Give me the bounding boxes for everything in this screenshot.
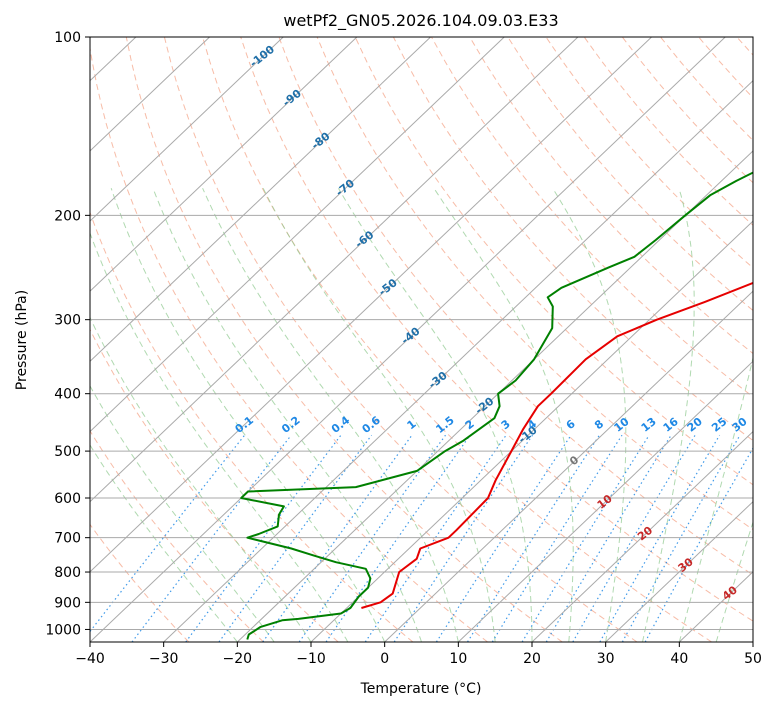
x-tick-label: −20 xyxy=(223,651,253,667)
isotherm-line xyxy=(163,80,753,642)
axes: −40 −30 −20 −10 0 10 20 30 40 50 100 200 300 400 500 60… xyxy=(45,30,762,667)
isotherm-line xyxy=(310,220,753,642)
dry-adiabat-line xyxy=(392,37,753,442)
chart-title: wetPf2_GN05.2026.104.09.03.E33 xyxy=(283,11,558,31)
mixing-ratio-line xyxy=(435,434,572,642)
dry-adiabat-line xyxy=(163,37,638,642)
mixing-ratio-line xyxy=(364,434,507,642)
isotherm-line xyxy=(605,500,753,642)
moist-adiabat-line xyxy=(678,355,753,642)
y-tick-label: 600 xyxy=(54,491,81,507)
mixing-ratio-line xyxy=(521,434,650,642)
moist-adiabat-line xyxy=(262,187,496,642)
y-tick-label: 900 xyxy=(54,595,81,611)
x-tick-label: 10 xyxy=(449,651,467,667)
dry-adiabat-line xyxy=(507,37,753,312)
isotherm-line xyxy=(90,37,358,292)
mixing-ratio-line xyxy=(644,447,753,642)
dry-adiabat-line xyxy=(354,37,753,486)
dry-adiabat-line xyxy=(240,37,753,622)
mixing-ratio-line xyxy=(131,434,292,642)
y-tick-label: 400 xyxy=(54,387,81,403)
x-tick-label: 50 xyxy=(744,651,762,667)
y-tick-label: 800 xyxy=(54,565,81,581)
profile-line-1 xyxy=(361,281,753,609)
y-tick-label: 500 xyxy=(54,444,81,460)
dry-adiabat-line xyxy=(278,37,753,576)
mixing-ratio-line xyxy=(90,434,246,633)
isotherm-line xyxy=(90,37,579,503)
moist-adiabat-line xyxy=(642,188,695,642)
isotherm-line xyxy=(90,37,431,363)
y-tick-label: 100 xyxy=(54,30,81,46)
moist-adiabat-line xyxy=(90,444,238,642)
mixing-ratio-line xyxy=(393,434,533,642)
plot-area xyxy=(90,37,753,642)
dry-adiabat-line xyxy=(469,37,753,355)
y-axis-title: Pressure (hPa) xyxy=(14,290,30,390)
y-tick-label: 700 xyxy=(54,531,81,547)
x-tick-label: 40 xyxy=(670,651,688,667)
dry-adiabat-line xyxy=(90,328,339,642)
moist-adiabat-line xyxy=(90,316,312,642)
x-tick-label: 0 xyxy=(380,651,389,667)
x-axis-title: Temperature (°C) xyxy=(360,681,482,697)
moist-adiabat-line xyxy=(552,187,627,642)
isotherm-line xyxy=(90,37,210,152)
x-tick-label: 20 xyxy=(523,651,541,667)
x-tick-label: −10 xyxy=(296,651,326,667)
profile-line-2 xyxy=(240,171,753,640)
mixing-ratio-line xyxy=(298,434,446,642)
moist-adiabat-line xyxy=(90,384,275,642)
dry-adiabat-line xyxy=(125,37,563,642)
moist-adiabat-line xyxy=(110,188,386,642)
isotherm-line xyxy=(384,290,753,642)
y-tick-label: 300 xyxy=(54,313,81,329)
moist-adiabat-line xyxy=(90,231,349,642)
mixing-ratio-line xyxy=(545,434,672,642)
mixing-ratio-line xyxy=(621,434,741,642)
moist-adiabat-line xyxy=(337,187,533,642)
x-tick-label: 30 xyxy=(597,651,615,667)
isotherm-line xyxy=(236,150,753,642)
isotherm-line xyxy=(90,37,505,433)
dry-adiabat-line xyxy=(431,37,753,398)
moist-adiabat-line xyxy=(152,188,422,642)
x-tick-label: −40 xyxy=(75,651,105,667)
y-tick-label: 1000 xyxy=(45,622,81,638)
mixing-ratio-line xyxy=(599,434,721,642)
isotherm-line xyxy=(90,37,726,642)
isotherm-line xyxy=(90,37,284,222)
mixing-ratio-line xyxy=(185,434,342,642)
dry-adiabat-line xyxy=(90,45,488,642)
isotherm-line xyxy=(531,430,753,642)
isotherm-line xyxy=(90,37,652,573)
isotherm-line xyxy=(457,360,753,642)
series-layer xyxy=(240,171,753,640)
plot-frame xyxy=(89,36,754,643)
y-tick-label: 200 xyxy=(54,208,81,224)
x-tick-label: −30 xyxy=(149,651,179,667)
